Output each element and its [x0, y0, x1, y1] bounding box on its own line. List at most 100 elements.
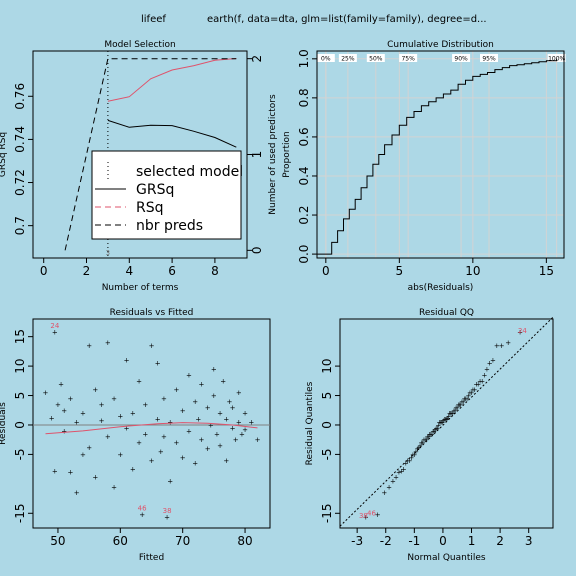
legend-label: nbr preds — [136, 218, 203, 234]
qq-point: + — [455, 401, 461, 409]
residual-point: + — [255, 436, 261, 444]
x-tick-label: 0 — [439, 534, 447, 548]
residual-point: + — [55, 401, 61, 409]
qq-point: + — [420, 439, 426, 447]
quantile-label-bg — [316, 54, 335, 62]
residual-point: + — [74, 419, 80, 427]
qq-point: + — [413, 448, 419, 456]
residual-point: + — [167, 477, 173, 485]
residual-point: + — [117, 413, 123, 421]
residual-point: + — [136, 377, 142, 385]
y-tick-label: 0.7 — [13, 216, 27, 235]
y-tick-label: 5 — [320, 392, 334, 400]
residual-point: + — [198, 380, 204, 388]
residual-point: + — [211, 392, 217, 400]
qq-point: + — [422, 436, 428, 444]
qq-point: + — [466, 392, 472, 400]
quantile-label-bg — [547, 54, 566, 62]
residual-point: + — [52, 467, 58, 475]
qq-point: + — [462, 395, 468, 403]
residual-point: + — [205, 445, 211, 453]
y-tick-label: 15 — [13, 329, 27, 344]
legend-box — [91, 150, 242, 240]
x-tick-label: 0 — [40, 264, 48, 278]
quantile-label-bg — [366, 54, 385, 62]
x-axis-label: abs(Residuals) — [408, 283, 474, 293]
residual-point: + — [217, 442, 223, 450]
plot-frame — [339, 318, 554, 529]
chart-title: Residuals vs Fitted — [110, 308, 194, 318]
residual-point: + — [217, 410, 223, 418]
residual-point: + — [105, 339, 111, 347]
y-tick-label: -5 — [320, 448, 334, 460]
residual-point: + — [111, 395, 117, 403]
quantile-label: 90% — [454, 56, 468, 63]
qq-point: + — [445, 414, 451, 422]
qq-point: + — [449, 410, 455, 418]
qq-point: + — [467, 389, 473, 397]
qq-point: + — [432, 426, 438, 434]
x-tick-label: -2 — [380, 534, 392, 548]
residual-point: + — [180, 407, 186, 415]
quantile-label-bg — [480, 54, 499, 62]
qq-point: + — [408, 454, 414, 462]
qq-point: + — [457, 401, 463, 409]
residual-point: + — [214, 430, 220, 438]
residual-point: + — [242, 410, 248, 418]
series-rsq-line — [107, 58, 237, 102]
qq-point: + — [434, 424, 440, 432]
residual-point: + — [227, 398, 233, 406]
x-tick-label: 8 — [211, 264, 219, 278]
residual-point: + — [236, 419, 242, 427]
y-tick-label: 0.74 — [13, 126, 27, 153]
residual-point: + — [92, 473, 98, 481]
x-tick-label: 1 — [468, 534, 476, 548]
chart-title: Model Selection — [104, 40, 175, 50]
qq-point: + — [468, 389, 474, 397]
y-tick-label: 5 — [13, 392, 27, 400]
y-tick-label: 0.4 — [297, 166, 311, 185]
residual-point: + — [43, 389, 49, 397]
y-tick-label: 10 — [320, 358, 334, 373]
y-tick-label: -15 — [320, 503, 334, 523]
qq-point: + — [499, 342, 505, 350]
qq-point: + — [505, 339, 511, 347]
residual-point: + — [186, 427, 192, 435]
qq-point: + — [410, 451, 416, 459]
residual-point: + — [80, 451, 86, 459]
residual-point: + — [205, 404, 211, 412]
residual-point: + — [99, 401, 105, 409]
x-tick-label: -1 — [408, 534, 420, 548]
residual-point: + — [136, 439, 142, 447]
y-tick-label: 0.76 — [13, 83, 27, 110]
qq-point: + — [475, 380, 481, 388]
residual-point: + — [174, 386, 180, 394]
residual-point: + — [220, 377, 226, 385]
qq-point: + — [517, 328, 523, 336]
qq-point: + — [417, 442, 423, 450]
plot-background — [317, 51, 564, 258]
residual-point: + — [52, 328, 58, 336]
y-tick-label: 10 — [13, 358, 27, 373]
residual-point: + — [86, 444, 92, 452]
residual-point: + — [111, 483, 117, 491]
qq-point: + — [481, 371, 487, 379]
residual-point: + — [61, 407, 67, 415]
plot-frame — [316, 50, 565, 259]
residual-point: + — [167, 419, 173, 427]
qq-point: + — [452, 407, 458, 415]
point-label: 24 — [518, 327, 527, 335]
residual-point: + — [223, 457, 229, 465]
qq-point: + — [463, 395, 469, 403]
chart-title: Residual QQ — [419, 308, 474, 318]
x-tick-label: 4 — [125, 264, 133, 278]
qq-point: + — [427, 430, 433, 438]
qq-point: + — [398, 467, 404, 475]
residual-point: + — [61, 427, 67, 435]
qq-point: + — [428, 430, 434, 438]
qq-point: + — [446, 413, 452, 421]
x-tick-label: -3 — [351, 534, 363, 548]
x-tick-label: 50 — [50, 534, 65, 548]
y-axis-label: Residual Quantiles — [305, 381, 315, 465]
